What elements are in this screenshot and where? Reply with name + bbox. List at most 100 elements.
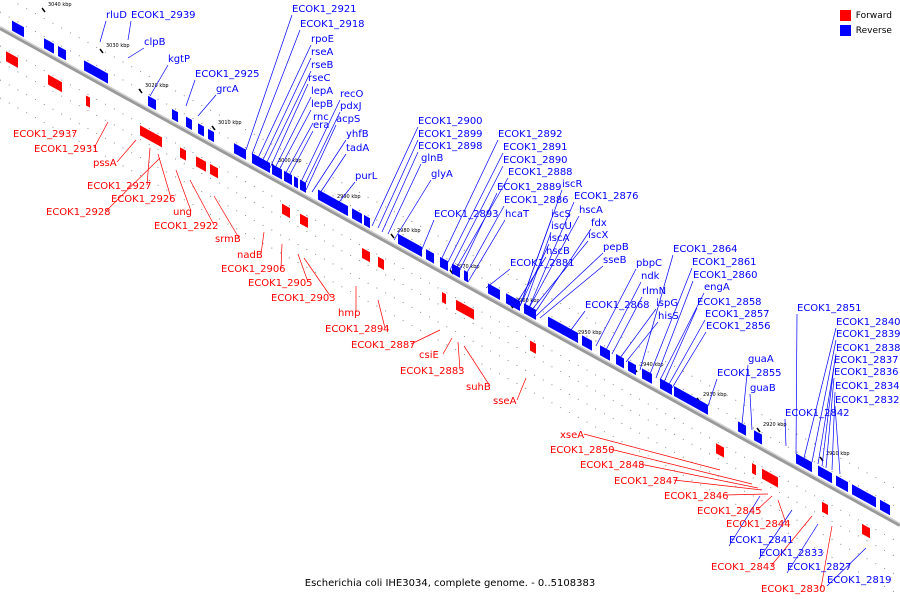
reverse-gene xyxy=(642,368,652,384)
reverse-gene-label: ECOK1_2861 xyxy=(692,257,757,268)
reverse-leader-line xyxy=(381,151,419,233)
reverse-leader-line xyxy=(463,205,505,279)
forward-leader-line xyxy=(93,121,109,149)
reverse-gene-label: ECOK1_2886 xyxy=(504,195,569,206)
reverse-gene xyxy=(660,378,672,395)
forward-leader-line xyxy=(280,243,283,269)
forward-gene-label: ECOK1_2906 xyxy=(221,264,286,275)
reverse-gene xyxy=(616,354,624,369)
forward-leader-line xyxy=(457,341,461,371)
reverse-gene xyxy=(452,263,460,278)
strand-legend: Forward Reverse xyxy=(839,8,892,38)
reverse-leader-line xyxy=(185,79,196,107)
forward-gene xyxy=(862,523,870,539)
reverse-gene-label: ECOK1_2900 xyxy=(418,116,483,127)
reverse-leader-line xyxy=(527,215,580,311)
reverse-leader-line xyxy=(821,365,835,467)
reverse-gene xyxy=(600,345,610,361)
forward-gene-label: xseA xyxy=(560,430,584,441)
reverse-leader-line xyxy=(387,163,422,235)
forward-leader-line xyxy=(463,345,491,387)
reverse-gene xyxy=(208,128,214,143)
reverse-gene-label: rseC xyxy=(308,73,330,84)
reverse-gene-label: glyA xyxy=(431,169,453,180)
kbp-tick-label: 3020 kbp xyxy=(145,83,169,89)
reverse-gene-label: ECOK1_2851 xyxy=(797,303,862,314)
forward-gene-label: ECOK1_2903 xyxy=(271,293,336,304)
forward-gene-label: ECOK1_2922 xyxy=(154,221,219,232)
forward-gene-label: srmB xyxy=(215,234,241,245)
reverse-gene xyxy=(300,179,306,193)
reverse-gene-label: ECOK1_2838 xyxy=(836,343,900,354)
forward-leader-line xyxy=(260,231,265,255)
reverse-leader-line xyxy=(265,70,312,165)
reverse-gene-label: ECOK1_2827 xyxy=(787,562,852,573)
reverse-leader-line xyxy=(273,96,312,171)
reverse-gene xyxy=(582,335,592,351)
reverse-leader-line xyxy=(257,44,312,159)
forward-gene-label: ECOK1_2846 xyxy=(664,491,729,502)
reverse-leader-line xyxy=(299,99,341,185)
reverse-gene-label: ECOK1_2893 xyxy=(434,209,499,220)
reverse-leader-line xyxy=(269,83,309,169)
forward-gene-label: ECOK1_2847 xyxy=(614,476,679,487)
forward-gene xyxy=(762,468,778,488)
forward-gene xyxy=(716,443,724,458)
reverse-leader-line xyxy=(261,57,312,163)
reverse-gene-label: pdxJ xyxy=(340,101,362,112)
kbp-tick-label: 2950 kbp xyxy=(578,330,602,336)
reverse-gene-label: ECOK1_2833 xyxy=(759,548,824,559)
reverse-gene-label: ECOK1_2842 xyxy=(785,408,850,419)
reverse-leader-line xyxy=(197,94,217,117)
forward-gene xyxy=(140,125,162,148)
reverse-leader-line xyxy=(784,418,787,447)
reverse-gene-label: kgtP xyxy=(168,54,190,65)
reverse-leader-line xyxy=(663,307,698,383)
axis-highlight xyxy=(0,26,900,524)
forward-leader-line xyxy=(410,329,441,345)
forward-gene xyxy=(378,256,384,270)
reverse-gene-label: pbpC xyxy=(636,258,662,269)
reverse-leader-line xyxy=(127,20,132,41)
reverse-leader-line xyxy=(786,523,819,574)
reverse-gene xyxy=(198,123,204,137)
reverse-gene-label: ECOK1_2925 xyxy=(195,69,260,80)
forward-gene xyxy=(6,51,18,68)
reverse-gene-label: ECOK1_2855 xyxy=(717,368,782,379)
kbp-tick-label: 2920 kbp xyxy=(763,422,787,428)
reverse-gene-label: rluD xyxy=(106,10,127,21)
reverse-gene xyxy=(172,108,178,123)
reverse-gene xyxy=(272,164,282,180)
reverse-leader-line xyxy=(567,310,586,335)
reverse-gene xyxy=(186,116,192,130)
reverse-gene-label: fdx xyxy=(591,218,607,229)
forward-leader-line xyxy=(213,195,240,239)
reverse-leader-line xyxy=(287,130,314,179)
reverse-gene xyxy=(738,421,746,436)
reverse-gene-label: recO xyxy=(340,89,364,100)
forward-gene-label: csiE xyxy=(419,350,439,361)
reverse-gene-label: lepB xyxy=(311,99,333,110)
reverse-gene-label: acpS xyxy=(336,114,360,125)
reverse-gene xyxy=(836,475,848,493)
kbp-tick-label: 3030 kbp xyxy=(106,43,130,49)
reverse-gene xyxy=(84,60,92,75)
reverse-gene-label: hscA xyxy=(579,205,603,216)
forward-gene-label: ECOK1_2844 xyxy=(726,519,791,530)
forward-gene xyxy=(752,463,756,476)
reverse-leader-line xyxy=(277,109,312,173)
reverse-gene-label: ECOK1_2890 xyxy=(503,155,568,166)
label-leader-lines xyxy=(72,14,867,589)
reverse-leader-line xyxy=(831,391,836,471)
reverse-gene-label: ECOK1_2864 xyxy=(673,244,738,255)
reverse-leader-line xyxy=(519,219,552,307)
reverse-leader-line xyxy=(371,126,419,227)
reverse-gene-label: iscA xyxy=(549,233,569,244)
kbp-tick-label: 2990 kbp xyxy=(337,194,361,200)
reverse-gene-label: purL xyxy=(355,171,378,182)
reverse-gene xyxy=(674,386,708,415)
forward-gene xyxy=(196,156,206,172)
reverse-gene xyxy=(440,256,448,272)
